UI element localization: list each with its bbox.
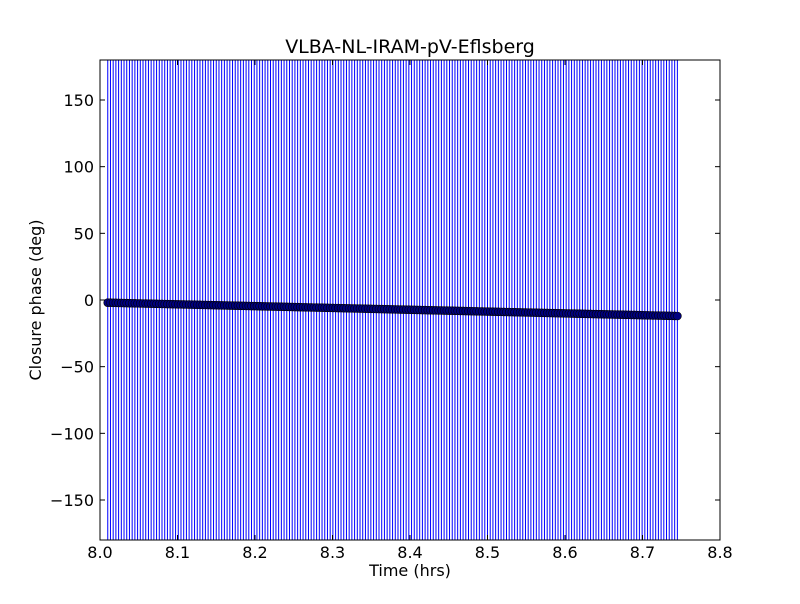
x-tick-label: 8.2 — [242, 543, 267, 562]
y-axis-label: Closure phase (deg) — [26, 219, 45, 380]
y-tick-label: 0 — [84, 291, 94, 310]
y-tick-label: −100 — [50, 424, 94, 443]
data-point — [673, 311, 682, 321]
x-tick-label: 8.7 — [630, 543, 655, 562]
y-tick-label: −150 — [50, 491, 94, 510]
x-tick-label: 8.3 — [320, 543, 345, 562]
x-tick-label: 8.8 — [707, 543, 732, 562]
y-tick-label: 150 — [63, 91, 94, 110]
x-tick-label: 8.1 — [165, 543, 190, 562]
x-tick-label: 8.4 — [397, 543, 422, 562]
x-tick-label: 8.5 — [475, 543, 500, 562]
y-tick-label: −50 — [60, 358, 94, 377]
x-tick-label: 8.6 — [552, 543, 577, 562]
y-tick-label: 50 — [74, 224, 94, 243]
plot-area: 8.0 8.1 8.2 8.3 8.4 8.5 8.6 8.7 8.8 −150 −100 −50 0 5… — [50, 59, 733, 562]
data-layer — [103, 60, 682, 540]
x-tick-label: 8.0 — [87, 543, 112, 562]
x-axis-label: Time (hrs) — [368, 561, 451, 580]
y-tick-label: 100 — [63, 158, 94, 177]
chart-title: VLBA-NL-IRAM-pV-Eflsberg — [285, 36, 535, 58]
